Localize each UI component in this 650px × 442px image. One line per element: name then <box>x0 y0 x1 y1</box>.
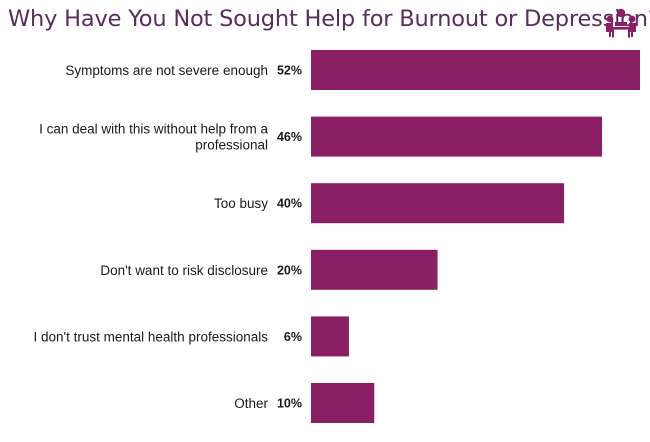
category-label-3: Don't want to risk disclosure <box>100 263 268 278</box>
people-meeting-icon <box>606 8 636 38</box>
category-label-4: I don't trust mental health professional… <box>34 329 269 344</box>
bar-3 <box>311 249 438 290</box>
value-label-5: 10% <box>277 397 302 411</box>
value-label-4: 6% <box>284 330 302 344</box>
category-label-2: Too busy <box>214 196 268 211</box>
bar-4 <box>311 316 349 357</box>
category-label-5: Other <box>234 396 268 411</box>
value-label-1: 46% <box>277 130 302 144</box>
bar-2 <box>311 183 565 224</box>
bar-0 <box>311 50 640 90</box>
category-label-1-line-1: professional <box>195 138 268 153</box>
value-label-3: 20% <box>277 263 302 277</box>
bar-1 <box>311 116 603 157</box>
value-label-0: 52% <box>277 64 302 78</box>
bar-5 <box>311 383 375 423</box>
chart-title: Why Have You Not Sought Help for Burnout… <box>8 6 650 32</box>
category-label-0: Symptoms are not severe enough <box>65 63 268 78</box>
value-label-2: 40% <box>277 197 302 211</box>
category-label-1-line-0: I can deal with this without help from a <box>39 122 268 137</box>
